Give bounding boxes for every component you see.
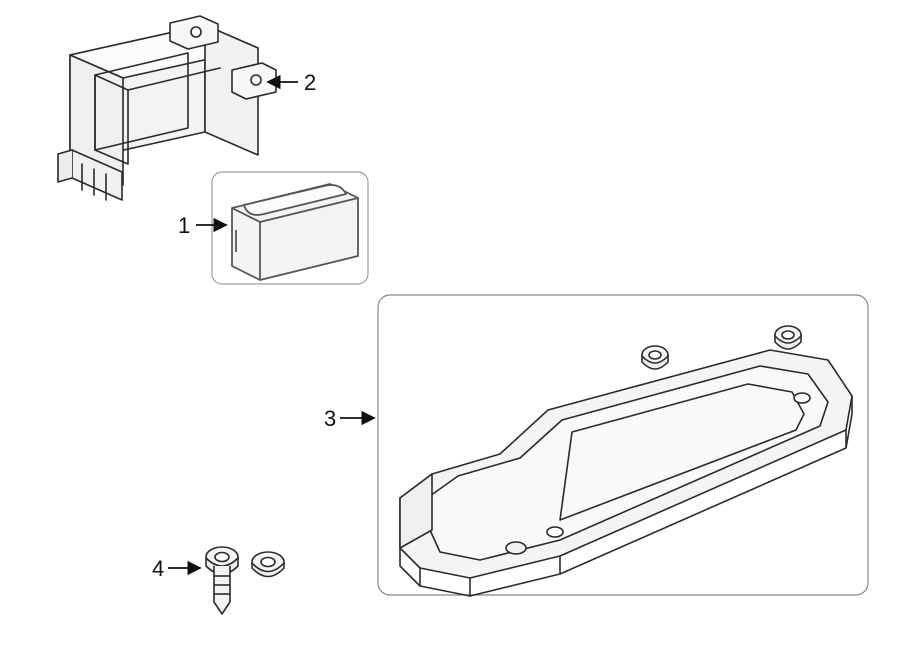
callout-arrows xyxy=(168,82,374,568)
part-push-clip xyxy=(206,547,284,614)
part-cover-plate xyxy=(400,350,852,596)
callout-label-2: 2 xyxy=(304,70,316,96)
callout-label-4: 4 xyxy=(152,556,164,582)
callout-label-1: 1 xyxy=(178,213,190,239)
grommet-2 xyxy=(775,326,801,349)
grommet-1 xyxy=(642,346,668,369)
part-small-module xyxy=(212,172,368,284)
callout-label-3: 3 xyxy=(324,406,336,432)
